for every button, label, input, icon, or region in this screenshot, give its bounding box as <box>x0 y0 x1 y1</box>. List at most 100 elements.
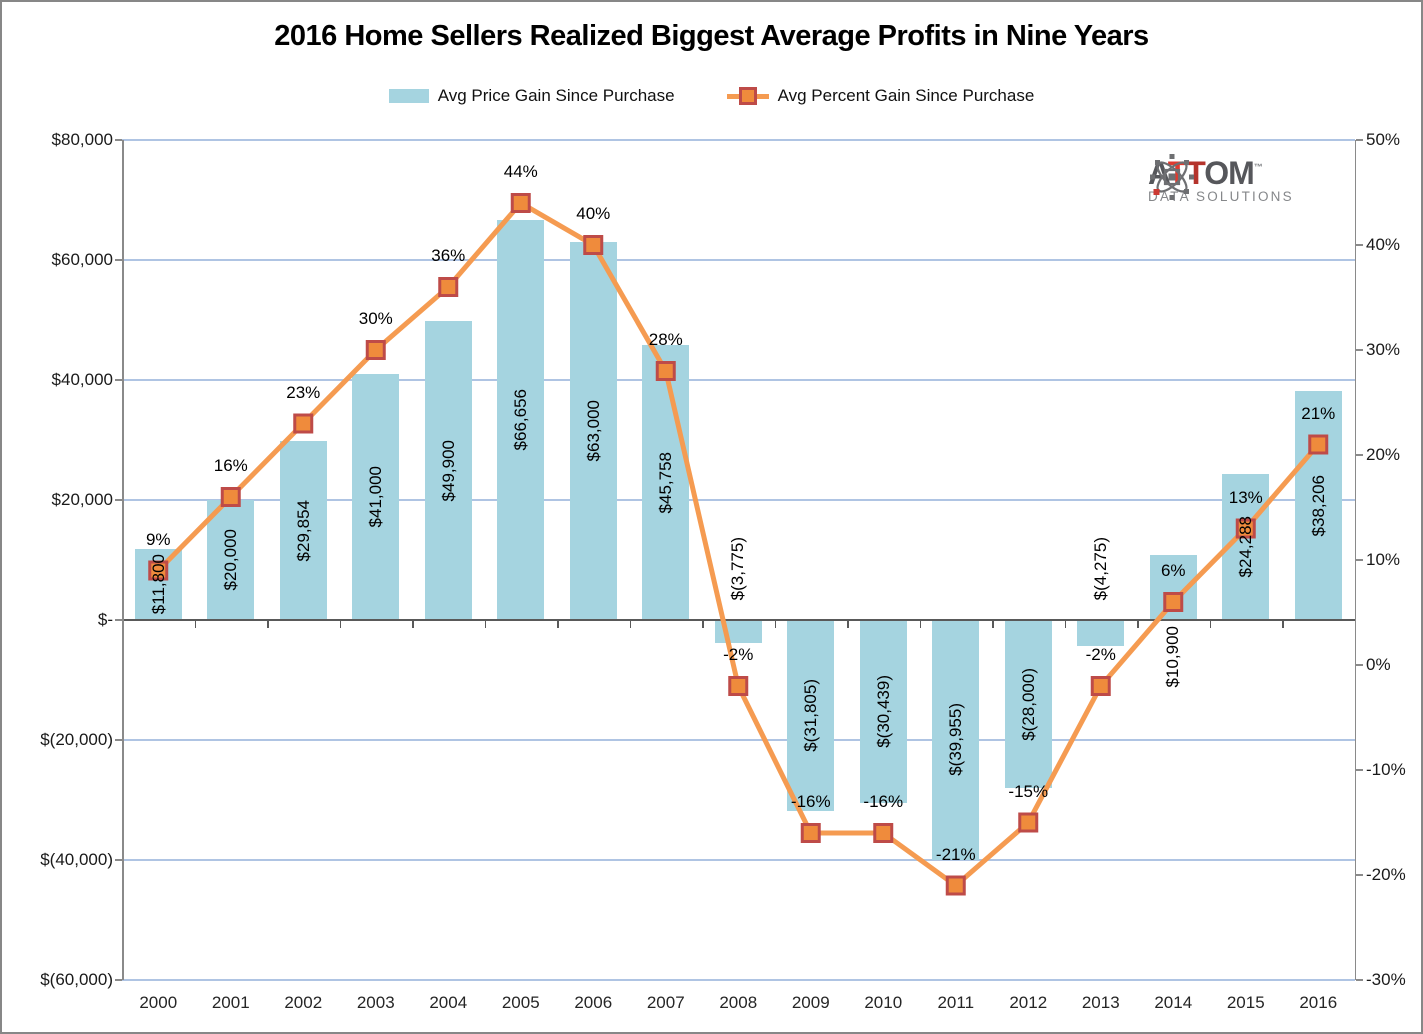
bar-label-wrap: $20,000 <box>220 500 242 620</box>
category-axis-tick <box>919 620 921 628</box>
right-axis-tick <box>1356 244 1363 246</box>
right-axis-label: -30% <box>1366 970 1406 989</box>
left-axis-tick <box>115 259 122 261</box>
category-axis-tick <box>267 620 269 628</box>
category-axis-tick <box>1137 620 1139 628</box>
gridline <box>122 979 1355 981</box>
left-axis-line <box>122 140 124 980</box>
x-axis-label-2006: 2006 <box>574 993 613 1012</box>
category-axis-tick <box>412 620 414 628</box>
right-axis-tick <box>1356 454 1363 456</box>
right-axis-tick <box>1356 979 1363 981</box>
x-axis-label-2001: 2001 <box>211 993 250 1012</box>
bar-label-wrap: $(4,275) <box>1090 0 1112 600</box>
percent-label-2016: 21% <box>1301 403 1336 423</box>
left-axis-label: $- <box>97 610 113 629</box>
category-axis-tick <box>992 620 994 628</box>
line-marker-2011 <box>945 875 966 896</box>
bar-value-label-2008: $(3,775) <box>728 536 748 600</box>
percent-label-2012: -15% <box>1008 781 1049 801</box>
line-marker-2005 <box>510 193 531 213</box>
percent-label-2015: 13% <box>1228 487 1263 507</box>
right-axis-tick <box>1356 559 1363 561</box>
right-axis-label: 50% <box>1366 130 1401 149</box>
right-axis-label: -20% <box>1366 865 1406 884</box>
percent-label-2005: 44% <box>503 162 538 181</box>
bar-label-wrap: $(31,805) <box>800 620 822 811</box>
logo-letter: T <box>1186 155 1205 191</box>
percent-label-2009: -16% <box>790 792 831 811</box>
gridline <box>122 739 1355 741</box>
bar-label-wrap: $10,900 <box>1162 626 1184 692</box>
logo-letter: O <box>1204 155 1229 191</box>
bar-2013 <box>1077 620 1125 646</box>
right-axis-label: 0% <box>1366 655 1391 674</box>
line-marker-2009 <box>800 823 821 843</box>
bar-label-wrap: $(39,955) <box>945 620 967 860</box>
percent-label-2010: -16% <box>863 792 904 811</box>
right-axis-tick <box>1356 139 1363 141</box>
legend-item-percent-gain: Avg Percent Gain Since Purchase <box>726 86 1035 106</box>
legend: Avg Price Gain Since Purchase Avg Percen… <box>0 86 1423 106</box>
x-axis-label-2002: 2002 <box>284 993 323 1012</box>
right-axis-label: 40% <box>1366 235 1401 254</box>
right-axis-label: 10% <box>1366 550 1401 569</box>
percent-label-2001: 16% <box>213 456 248 475</box>
line-marker-2013 <box>1090 676 1111 696</box>
line-series-swatch <box>726 87 769 105</box>
line-marker-2010 <box>873 823 894 843</box>
x-axis-label-2005: 2005 <box>501 993 540 1012</box>
line-marker-2003 <box>365 340 386 360</box>
bar-value-label-2012: $(28,000) <box>1018 667 1038 741</box>
x-axis-label-2012: 2012 <box>1009 993 1048 1012</box>
bar-label-wrap: $66,656 <box>510 220 532 620</box>
right-axis-label: 30% <box>1366 340 1401 359</box>
percent-label-2003: 30% <box>358 309 393 328</box>
gridline <box>122 859 1355 861</box>
trademark-symbol: ™ <box>1253 162 1263 172</box>
percent-label-2004: 36% <box>431 246 466 265</box>
left-axis-tick <box>115 139 122 141</box>
legend-label-price-gain: Avg Price Gain Since Purchase <box>437 86 675 105</box>
bar-value-label-2004: $49,900 <box>438 439 458 502</box>
bar-label-wrap: $(28,000) <box>1017 620 1039 788</box>
right-axis-tick <box>1356 349 1363 351</box>
line-marker-2012 <box>1018 812 1039 833</box>
right-axis-tick <box>1356 769 1363 771</box>
bar-value-label-2013: $(4,275) <box>1090 536 1110 600</box>
percent-label-2006: 40% <box>576 204 611 223</box>
x-axis-label-2013: 2013 <box>1081 993 1120 1012</box>
legend-item-price-gain: Avg Price Gain Since Purchase <box>388 86 675 106</box>
bar-label-wrap: $45,758 <box>655 345 677 620</box>
category-axis-tick <box>194 620 196 628</box>
chart-title: 2016 Home Sellers Realized Biggest Avera… <box>274 20 1149 52</box>
left-axis-label: $60,000 <box>51 250 113 269</box>
x-axis-label-2004: 2004 <box>429 993 468 1012</box>
bar-label-wrap: $38,206 <box>1307 391 1329 620</box>
x-axis-label-2010: 2010 <box>864 993 903 1012</box>
bar-value-label-2007: $45,758 <box>656 451 676 514</box>
x-axis-label-2016: 2016 <box>1299 993 1338 1012</box>
right-axis-line <box>1354 140 1356 980</box>
left-axis-label: $80,000 <box>51 130 113 149</box>
bar-label-wrap: $29,854 <box>292 441 314 620</box>
percent-label-2011: -21% <box>935 844 976 864</box>
left-axis-tick <box>115 379 122 381</box>
category-axis-tick <box>557 620 559 628</box>
x-axis-label-2008: 2008 <box>719 993 758 1012</box>
x-axis-label-2007: 2007 <box>646 993 685 1012</box>
bar-value-label-2002: $29,854 <box>293 499 313 562</box>
left-axis-label: $(60,000) <box>40 970 113 989</box>
bar-value-label-2016: $38,206 <box>1308 474 1328 537</box>
bar-series-swatch <box>388 89 429 103</box>
legend-label-percent-gain: Avg Percent Gain Since Purchase <box>777 86 1035 105</box>
category-axis-tick <box>774 620 776 628</box>
logo-letter: M <box>1228 155 1255 191</box>
left-axis-label: $(40,000) <box>40 850 113 869</box>
category-axis-tick <box>702 620 704 628</box>
bar-label-wrap: $(30,439) <box>872 620 894 803</box>
right-axis-tick <box>1356 664 1363 666</box>
category-axis-tick <box>339 620 341 628</box>
